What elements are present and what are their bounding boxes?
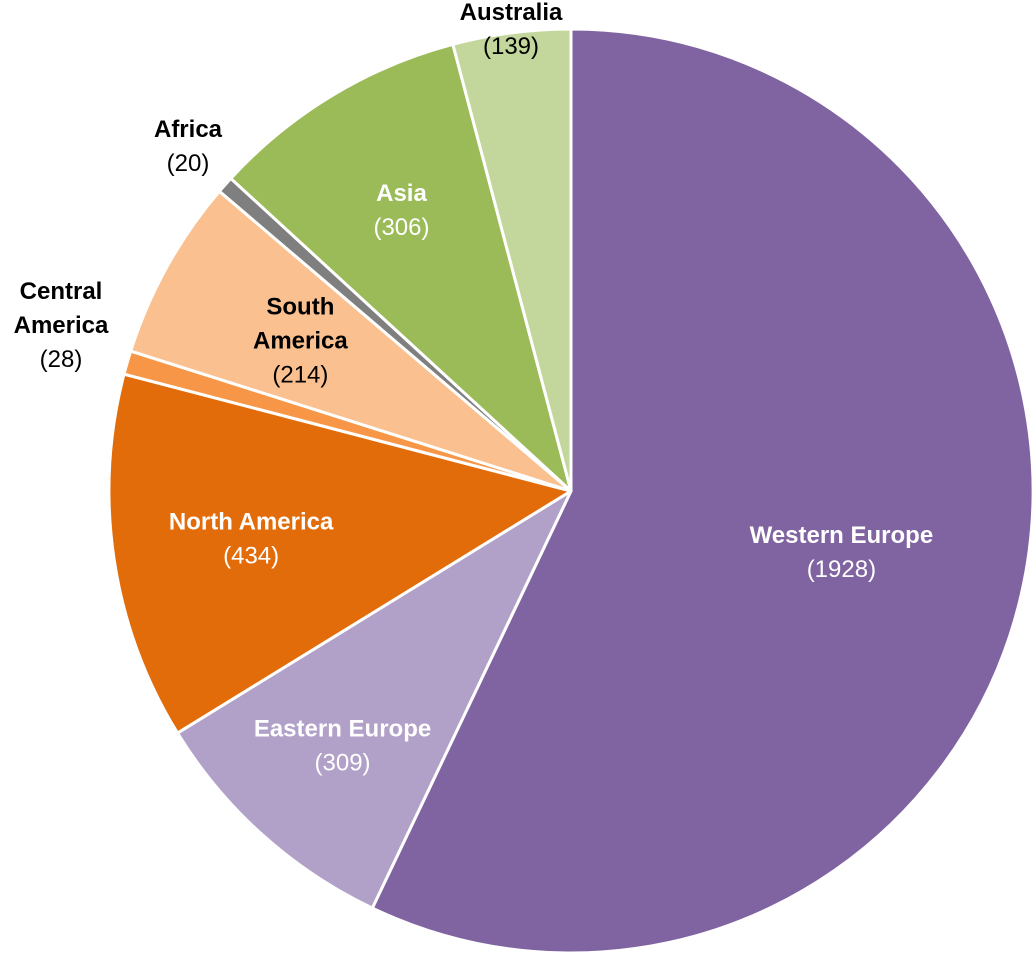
- pie-labels: Western Europe (1928) Eastern Europe (309) N…: [14, 0, 934, 776]
- label-name-central-america-1: Central: [20, 278, 103, 305]
- label-asia: Asia (306): [373, 180, 429, 241]
- label-name-central-america-2: America: [14, 312, 109, 339]
- label-value-africa: (20): [167, 150, 210, 177]
- label-name-australia: Australia: [460, 0, 563, 26]
- pie-slices: [107, 27, 1034, 955]
- label-north-america: North America (434): [169, 509, 334, 570]
- label-value-south-america: (214): [272, 362, 328, 389]
- slice-western-europe: [370, 27, 1034, 955]
- label-western-europe: Western Europe (1928): [750, 522, 934, 583]
- label-central-america: Central America (28): [14, 278, 109, 373]
- label-value-asia: (306): [373, 214, 429, 241]
- label-value-australia: (139): [483, 33, 539, 60]
- slice-eastern-europe: [175, 489, 573, 910]
- label-value-eastern-europe: (309): [315, 749, 371, 776]
- label-australia: Australia (139): [460, 0, 563, 60]
- label-name-eastern-europe: Eastern Europe: [254, 715, 431, 742]
- label-south-america: South America (214): [253, 294, 348, 389]
- label-value-western-europe: (1928): [807, 556, 876, 583]
- label-name-south-america-1: South: [266, 294, 334, 321]
- label-africa: Africa (20): [154, 116, 223, 177]
- label-name-western-europe: Western Europe: [750, 522, 934, 549]
- slice-australia: [451, 27, 573, 493]
- label-value-central-america: (28): [40, 346, 83, 373]
- slice-south-america: [129, 189, 573, 493]
- slice-asia: [229, 42, 573, 493]
- label-name-south-america-2: America: [253, 328, 348, 355]
- label-name-north-america: North America: [169, 509, 334, 536]
- label-value-north-america: (434): [223, 543, 279, 570]
- label-name-asia: Asia: [376, 180, 427, 207]
- slice-north-america: [107, 372, 573, 735]
- label-eastern-europe: Eastern Europe (309): [254, 715, 431, 776]
- label-name-africa: Africa: [154, 116, 223, 143]
